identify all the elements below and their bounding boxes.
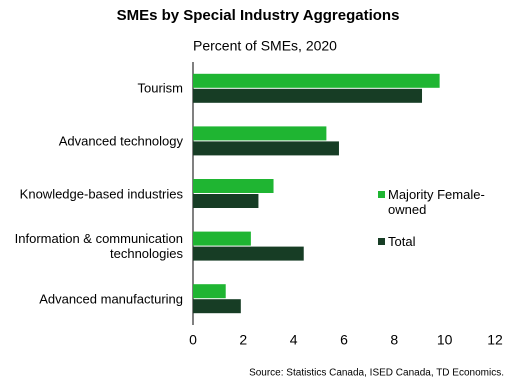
y-tick-label: Knowledge-based industries [19,186,183,201]
x-tick-label: 8 [390,332,398,348]
bar [193,126,327,141]
legend-label: Majority Female-owned [388,187,485,217]
y-tick-label: Information & communication technologies [14,231,183,262]
bar [193,88,423,103]
legend-swatch [378,191,385,198]
bar [193,141,339,156]
x-tick-label: 0 [189,332,197,348]
bar [193,246,304,261]
bar [193,284,226,299]
x-tick-label: 6 [340,332,348,348]
bar [193,299,241,314]
legend-swatch [378,238,385,245]
x-tick-label: 12 [487,332,503,348]
y-tick-label: Tourism [137,80,183,96]
y-tick-label: Advanced technology [58,133,183,149]
x-tick-label: 2 [239,332,247,348]
y-tick-label: Advanced manufacturing [39,291,183,307]
legend-label: Total [388,234,416,249]
x-tick-label: 10 [437,332,453,348]
bar [193,194,259,208]
chart-title: SMEs by Special Industry Aggregations [117,7,400,24]
x-tick-label: 4 [290,332,298,348]
source: Source: Statistics Canada, ISED Canada, … [249,368,504,379]
bar [193,231,251,246]
bar [193,73,440,88]
chart-subtitle: Percent of SMEs, 2020 [193,38,337,54]
bar [193,179,274,193]
